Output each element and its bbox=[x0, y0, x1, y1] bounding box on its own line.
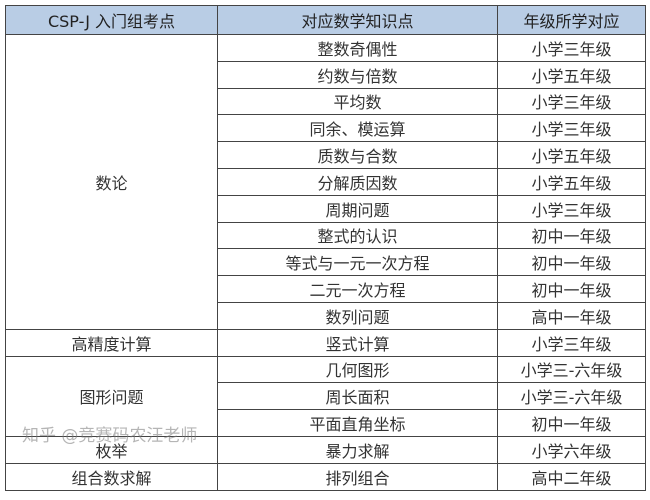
math-point-cell: 整数奇偶性 bbox=[217, 34, 498, 62]
header-grade: 年级所学对应 bbox=[497, 5, 646, 35]
topic-cell: 数论 bbox=[5, 34, 218, 330]
grade-cell: 高中二年级 bbox=[497, 462, 646, 491]
watermark: 知乎 @竞赛码农汪老师 bbox=[22, 426, 198, 446]
table-row: 平面直角坐标 初中一年级 bbox=[6, 409, 646, 437]
math-point-cell: 约数与倍数 bbox=[217, 60, 498, 89]
math-point-cell: 几何图形 bbox=[217, 355, 498, 384]
grade-cell: 小学三-六年级 bbox=[497, 355, 646, 384]
topic-cell: 图形问题 bbox=[5, 355, 218, 437]
table-row: 整式的认识 初中一年级 bbox=[6, 221, 646, 250]
math-point-cell: 周期问题 bbox=[217, 194, 498, 223]
topic-cell: 组合数求解 bbox=[5, 462, 218, 491]
table-row: 约数与倍数 小学五年级 bbox=[6, 60, 646, 89]
math-point-cell: 整式的认识 bbox=[217, 221, 498, 250]
grade-cell: 小学三年级 bbox=[497, 194, 646, 223]
grade-cell: 小学三年级 bbox=[497, 114, 646, 143]
topic-cell: 高精度计算 bbox=[5, 328, 218, 357]
table-row: 数论 整数奇偶性 小学三年级 bbox=[5, 34, 646, 330]
table-row: 质数与合数 小学五年级 bbox=[6, 141, 646, 169]
grade-cell: 小学五年级 bbox=[497, 141, 646, 169]
grade-cell: 小学三年级 bbox=[497, 328, 646, 357]
grade-cell: 高中一年级 bbox=[497, 301, 646, 330]
math-point-cell: 暴力求解 bbox=[217, 435, 498, 464]
table-row: 图形问题 几何图形 小学三-六年级 bbox=[5, 355, 646, 437]
header-math-point: 对应数学知识点 bbox=[217, 5, 498, 35]
math-point-cell: 排列组合 bbox=[217, 462, 498, 491]
grade-cell: 初中一年级 bbox=[497, 409, 646, 437]
table-row: 同余、模运算 小学三年级 bbox=[6, 114, 646, 143]
math-point-cell: 周长面积 bbox=[217, 382, 498, 411]
math-point-cell: 同余、模运算 bbox=[217, 114, 498, 143]
table-row: 分解质因数 小学五年级 bbox=[6, 167, 646, 196]
knowledge-table: CSP-J 入门组考点 对应数学知识点 年级所学对应 数论 整数奇偶性 小学三年级约… bbox=[5, 5, 646, 491]
grade-cell: 初中一年级 bbox=[497, 248, 646, 277]
table-row: 周期问题 小学三年级 bbox=[6, 194, 646, 223]
grade-cell: 小学三-六年级 bbox=[497, 382, 646, 411]
grade-cell: 初中一年级 bbox=[497, 221, 646, 250]
math-point-cell: 数列问题 bbox=[217, 301, 498, 330]
grade-cell: 小学六年级 bbox=[497, 435, 646, 464]
math-point-cell: 分解质因数 bbox=[217, 167, 498, 196]
math-point-cell: 竖式计算 bbox=[217, 328, 498, 357]
math-point-cell: 平面直角坐标 bbox=[217, 409, 498, 437]
header-topic: CSP-J 入门组考点 bbox=[5, 5, 218, 35]
table-row: 高精度计算 竖式计算 小学三年级 bbox=[5, 328, 646, 357]
math-point-cell: 等式与一元一次方程 bbox=[217, 248, 498, 277]
table-row: 二元一次方程 初中一年级 bbox=[6, 275, 646, 303]
grade-cell: 小学三年级 bbox=[497, 87, 646, 116]
math-point-cell: 二元一次方程 bbox=[217, 275, 498, 303]
table-row: 枚举 暴力求解 小学六年级 bbox=[5, 435, 646, 464]
header-row: CSP-J 入门组考点 对应数学知识点 年级所学对应 bbox=[5, 5, 646, 35]
topic-cell: 枚举 bbox=[5, 435, 218, 464]
grade-cell: 小学五年级 bbox=[497, 167, 646, 196]
grade-cell: 小学三年级 bbox=[497, 34, 646, 62]
grade-cell: 初中一年级 bbox=[497, 275, 646, 303]
table-row: 组合数求解 排列组合 高中二年级 bbox=[5, 462, 646, 491]
math-point-cell: 质数与合数 bbox=[217, 141, 498, 169]
grade-cell: 小学五年级 bbox=[497, 60, 646, 89]
math-point-cell: 平均数 bbox=[217, 87, 498, 116]
table-row: 等式与一元一次方程 初中一年级 bbox=[6, 248, 646, 277]
